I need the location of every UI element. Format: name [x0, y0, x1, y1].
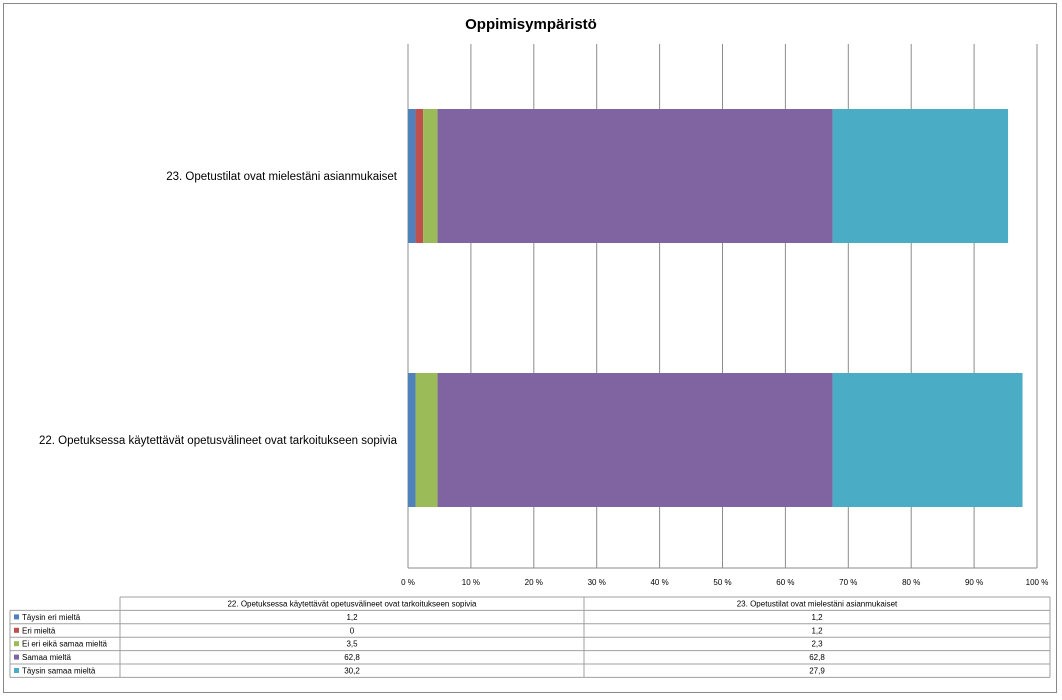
legend-swatch — [14, 641, 19, 647]
table-cell: 30,2 — [344, 667, 360, 676]
legend-swatch — [14, 614, 19, 620]
legend-label: Ei eri eikä samaa mieltä — [22, 640, 107, 649]
x-tick-label: 0 % — [401, 578, 415, 587]
table-cell: 1,2 — [811, 626, 823, 635]
bar-segment-2-1 — [408, 373, 416, 507]
table-cell: 2,3 — [811, 640, 823, 649]
bar-segment-1-2 — [415, 109, 424, 243]
legend-label: Täysin eri mieltä — [22, 613, 81, 622]
chart-title: Oppimisympäristö — [465, 16, 597, 33]
category-label: 22. Opetuksessa käytettävät opetusväline… — [39, 435, 398, 447]
table-cell: 62,8 — [344, 653, 360, 662]
bar-segment-1-4 — [437, 109, 833, 243]
x-tick-label: 70 % — [839, 578, 857, 587]
x-tick-label: 40 % — [650, 578, 668, 587]
table-column-header: 23. Opetustilat ovat mielestäni asianmuk… — [737, 600, 898, 609]
table-cell: 1,2 — [346, 613, 358, 622]
x-tick-label: 60 % — [776, 578, 794, 587]
table-cell: 1,2 — [811, 613, 823, 622]
x-tick-label: 50 % — [713, 578, 731, 587]
table-cell: 3,5 — [346, 640, 358, 649]
legend-label: Samaa mieltä — [22, 653, 71, 662]
bar-segment-2-4 — [437, 373, 833, 507]
x-tick-label: 80 % — [902, 578, 920, 587]
legend-label: Täysin samaa mieltä — [22, 667, 96, 676]
table-cell: 27,9 — [809, 667, 825, 676]
table-cell: 0 — [350, 626, 355, 635]
legend-swatch — [14, 654, 19, 660]
x-tick-label: 30 % — [588, 578, 606, 587]
x-tick-label: 10 % — [462, 578, 480, 587]
bar-segment-1-1 — [408, 109, 416, 243]
table-cell: 62,8 — [809, 653, 825, 662]
bar-segment-2-3 — [415, 373, 438, 507]
bar-segment-2-5 — [832, 373, 1023, 507]
legend-label: Eri mieltä — [22, 626, 56, 635]
legend-swatch — [14, 668, 19, 673]
category-label: 23. Opetustilat ovat mielestäni asianmuk… — [166, 171, 398, 183]
x-tick-label: 100 % — [1026, 578, 1049, 587]
table-column-header: 22. Opetuksessa käytettävät opetusväline… — [227, 600, 477, 609]
x-tick-label: 90 % — [965, 578, 983, 587]
x-tick-label: 20 % — [525, 578, 543, 587]
bar-segment-1-5 — [832, 109, 1009, 243]
legend-swatch — [14, 627, 19, 633]
bar-segment-1-3 — [423, 109, 438, 243]
